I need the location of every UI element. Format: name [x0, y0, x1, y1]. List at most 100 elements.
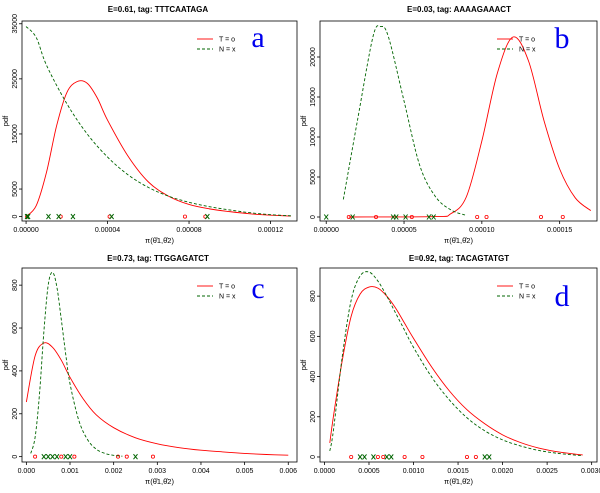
y-tick-label: 200 [12, 408, 19, 420]
y-tick-label: 0 [310, 455, 317, 459]
data-point-T [33, 454, 38, 459]
data-point-N [63, 453, 69, 460]
x-tick-label: 0.002 [105, 468, 123, 475]
data-point-T [72, 454, 77, 459]
y-axis-label: pdf [299, 115, 308, 126]
data-point-N [24, 213, 30, 220]
y-axis-label: pdf [1, 115, 10, 126]
panel-letter: c [251, 272, 264, 305]
data-point-N [41, 453, 47, 460]
plot-frame [319, 267, 598, 463]
data-point-N [204, 213, 210, 220]
data-point-T [464, 454, 469, 459]
x-tick-label: 0.00004 [95, 227, 120, 234]
x-tick-label: 0.004 [192, 468, 210, 475]
panel-letter: d [555, 280, 570, 313]
x-tick-label: 0.00005 [391, 227, 416, 234]
data-point-N [25, 213, 31, 220]
data-point-T [475, 214, 480, 219]
series-line-T [348, 36, 592, 218]
y-tick-label: 800 [12, 279, 19, 291]
series-line-N [342, 25, 467, 216]
plot-frame [319, 20, 598, 222]
x-tick-label: 0.00000 [314, 227, 339, 234]
y-tick-label: 10000 [310, 127, 317, 147]
data-point-T [59, 454, 64, 459]
x-tick-label: 0.00012 [258, 227, 283, 234]
legend-label-N: N = x [519, 47, 536, 54]
legend-label-T: T = o [219, 37, 235, 44]
data-point-T [381, 454, 386, 459]
data-point-N [46, 213, 51, 220]
y-tick-label: 200 [310, 411, 317, 423]
data-point-N [362, 454, 367, 460]
chart-title: E=0.61, tag: TTTCAATAGA [108, 5, 209, 14]
y-tick-label: 5000 [310, 169, 317, 185]
data-point-T [473, 454, 478, 459]
data-point-N [70, 213, 76, 220]
chart-panel-b: E=0.03, tag: AAAAGAAACT 0.00000 0.00005 0.0… [299, 5, 598, 245]
data-point-N [67, 453, 73, 460]
chart-title: E=0.73, tag: TTGGAGATCT [107, 254, 209, 263]
panel-letter: a [251, 21, 264, 54]
legend-label-T: T = o [219, 284, 235, 291]
data-point-N [482, 454, 488, 460]
chart-title: E=0.92, tag: TACAGTATGT [409, 254, 509, 263]
y-tick-label: 800 [310, 290, 317, 302]
x-tick-label: 0.0000 [314, 468, 336, 475]
data-point-T [150, 454, 155, 459]
data-point-N [54, 453, 60, 460]
x-tick-label: 0.000 [18, 468, 36, 475]
data-point-N [109, 213, 115, 220]
data-point-T [349, 454, 354, 459]
chart-panel-a: E=0.61, tag: TTTCAATAGA 0.00000 0.00004 0.0… [1, 5, 298, 245]
y-axis-label: pdf [299, 359, 308, 370]
data-point-T [538, 214, 543, 219]
legend-label-N: N = x [219, 294, 236, 301]
x-axis-label: π(θ̂1,θ̂2) [444, 236, 473, 245]
plot-frame [21, 20, 298, 222]
x-tick-label: 0.00000 [13, 227, 38, 234]
x-axis-label: π(θ̂1,θ̂2) [145, 236, 174, 245]
y-tick-label: 400 [310, 371, 317, 383]
data-point-N [388, 454, 394, 460]
x-tick-label: 0.0015 [447, 468, 469, 475]
data-point-N [371, 454, 376, 460]
chart-panel-c: E=0.73, tag: TTGGAGATCT 0.000 0.001 0.002 0.… [1, 254, 298, 486]
panel-letter: b [555, 22, 570, 55]
plot-frame [21, 267, 298, 463]
x-tick-label: 0.00010 [469, 227, 494, 234]
chart-title: E=0.03, tag: AAAAGAAACT [407, 5, 511, 14]
y-tick-label: 20000 [310, 47, 317, 67]
legend-label-N: N = x [219, 47, 236, 54]
x-axis-label: π(θ̂1,θ̂2) [444, 477, 473, 486]
data-point-N [56, 213, 62, 220]
y-tick-label: 0 [12, 215, 19, 219]
data-point-T [182, 214, 187, 219]
x-tick-label: 0.0025 [536, 468, 558, 475]
y-tick-label: 25000 [12, 69, 19, 89]
y-axis-label: pdf [1, 359, 10, 370]
x-axis-label: π(θ̂1,θ̂2) [145, 477, 174, 486]
series-line-N [25, 26, 291, 217]
data-point-T [560, 214, 565, 219]
y-tick-label: 0 [310, 215, 317, 219]
data-point-T [409, 214, 414, 219]
x-tick-label: 0.003 [149, 468, 167, 475]
data-point-N [45, 453, 51, 460]
y-tick-label: 600 [12, 322, 19, 334]
data-point-N [357, 454, 363, 460]
y-tick-label: 15000 [12, 124, 19, 144]
data-point-N [323, 214, 329, 220]
x-tick-label: 0.0020 [492, 468, 514, 475]
x-tick-label: 0.00008 [176, 227, 201, 234]
y-tick-label: 0 [12, 455, 19, 459]
data-point-T [374, 214, 379, 219]
x-tick-label: 0.006 [280, 468, 298, 475]
series-line-T [25, 80, 291, 217]
data-point-T [124, 454, 129, 459]
series-line-T [25, 342, 289, 456]
x-tick-label: 0.005 [236, 468, 254, 475]
